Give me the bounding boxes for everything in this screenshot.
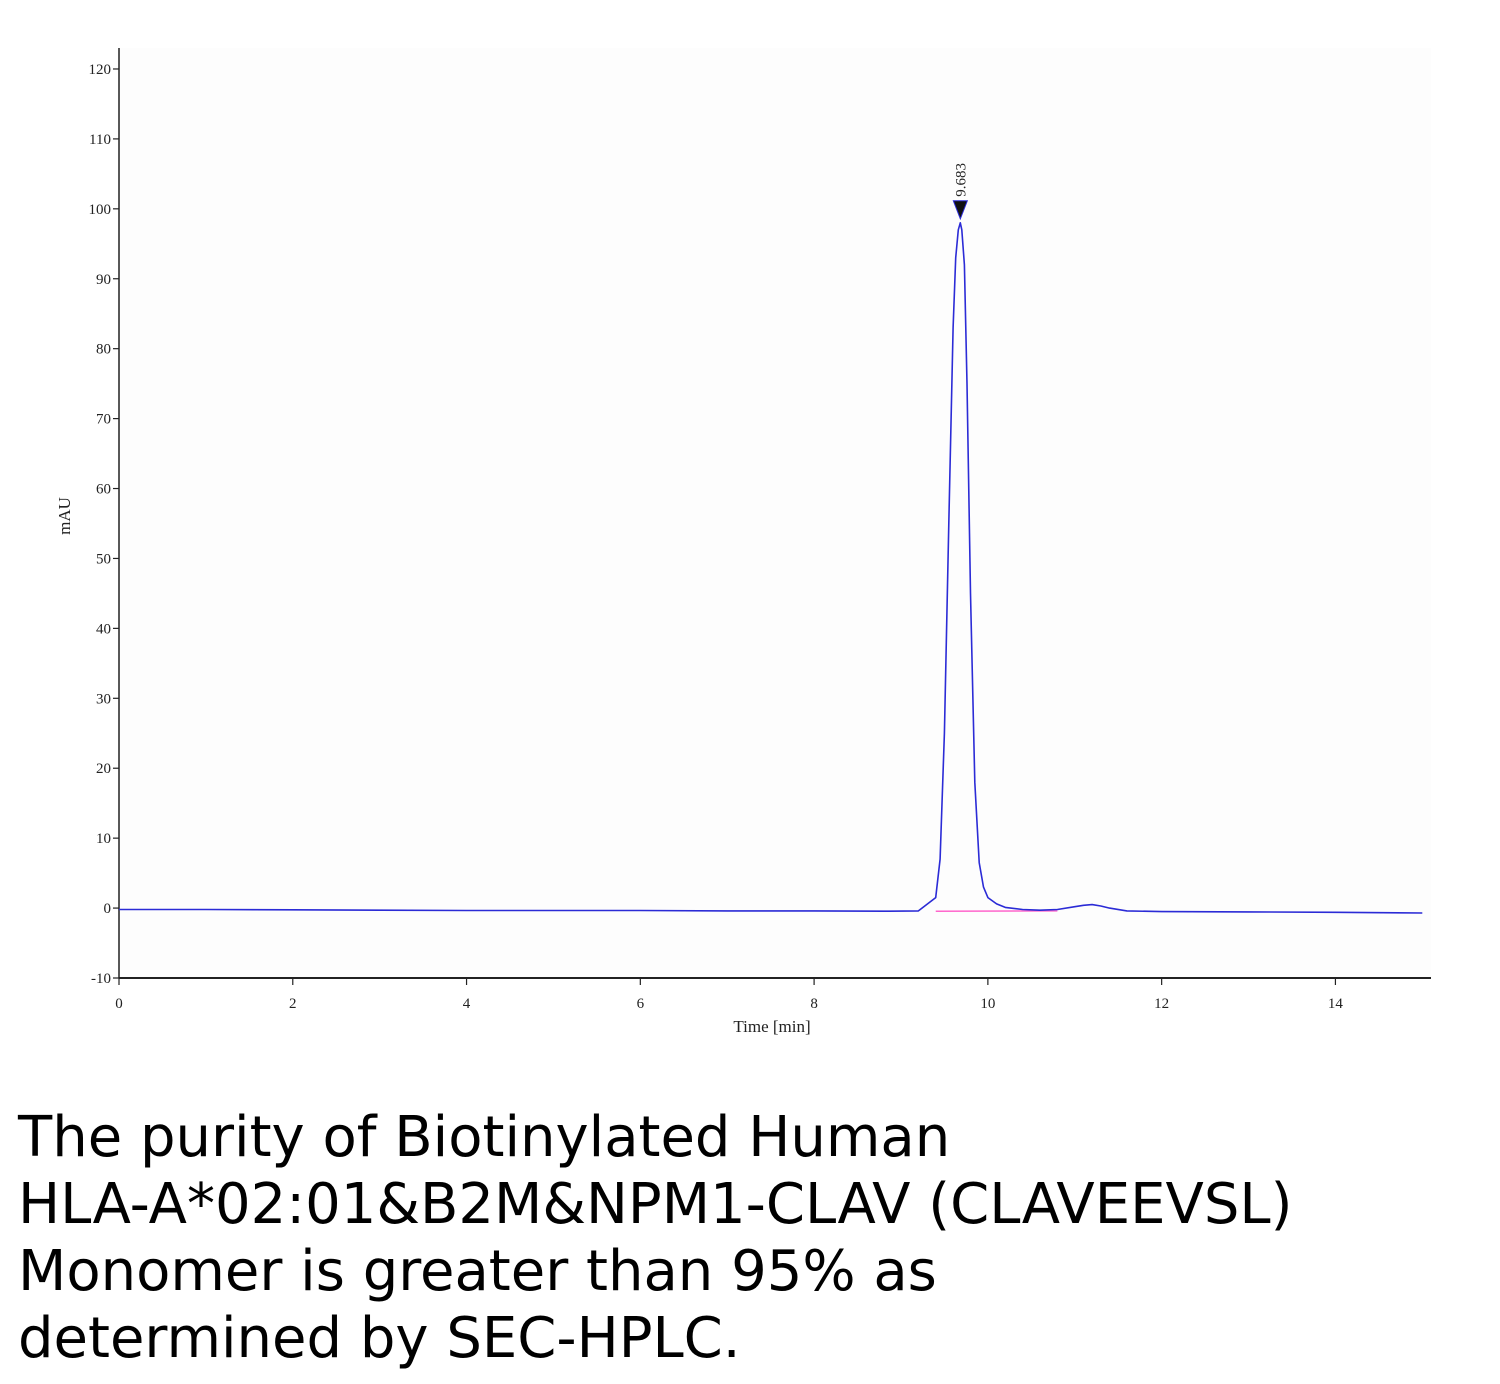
x-tick-label: 14: [1328, 996, 1344, 1012]
y-tick-label: 50: [96, 551, 111, 567]
y-tick-label: 10: [96, 831, 111, 847]
y-tick-label: 110: [89, 132, 111, 148]
caption-line-4: determined by SEC-HPLC.: [18, 1306, 741, 1371]
x-axis: 0 2 4 6 8 10 12 14: [115, 977, 1431, 1012]
y-tick-label: 0: [104, 901, 112, 917]
x-tick-label: 10: [980, 996, 995, 1012]
y-tick-label: 30: [96, 691, 111, 707]
caption-line-2: HLA-A*02:01&B2M&NPM1-CLAV (CLAVEEVSL): [18, 1172, 1293, 1237]
peak-label: 9.683: [953, 163, 969, 197]
annotation-layer: 9.683: [952, 163, 969, 221]
x-tick-label: 8: [810, 996, 818, 1012]
y-tick-label: 60: [96, 482, 111, 498]
caption: The purity of Biotinylated Human HLA-A*0…: [18, 1104, 1478, 1372]
plot-background: [119, 48, 1431, 978]
y-tick-label: -10: [91, 971, 111, 987]
y-tick-label: 100: [89, 202, 112, 218]
chromatogram-chart: -10 0 10 20 30 40 50 60 70 80 90 100 110 120 0 2 4 6 8 10 1…: [55, 48, 1431, 1036]
x-tick-label: 0: [115, 996, 123, 1012]
y-tick-label: 120: [89, 62, 112, 78]
caption-line-1: The purity of Biotinylated Human: [18, 1105, 951, 1170]
x-tick-label: 2: [289, 996, 297, 1012]
y-axis-label: mAU: [55, 497, 74, 535]
x-tick-label: 4: [463, 996, 471, 1012]
peak-marker-icon: [952, 200, 969, 221]
y-axis: -10 0 10 20 30 40 50 60 70 80 90 100 110 120: [89, 48, 120, 987]
y-tick-label: 80: [96, 342, 111, 358]
x-tick-label: 12: [1154, 996, 1169, 1012]
y-tick-label: 70: [96, 412, 111, 428]
series-layer: [119, 222, 1423, 914]
y-tick-label: 90: [96, 272, 111, 288]
x-tick-label: 6: [637, 996, 645, 1012]
y-tick-label: 40: [96, 621, 111, 637]
y-tick-label: 20: [96, 761, 111, 777]
x-axis-label: Time [min]: [733, 1017, 810, 1036]
chromatogram-trace: [119, 222, 1423, 914]
caption-line-3: Monomer is greater than 95% as: [18, 1239, 937, 1304]
